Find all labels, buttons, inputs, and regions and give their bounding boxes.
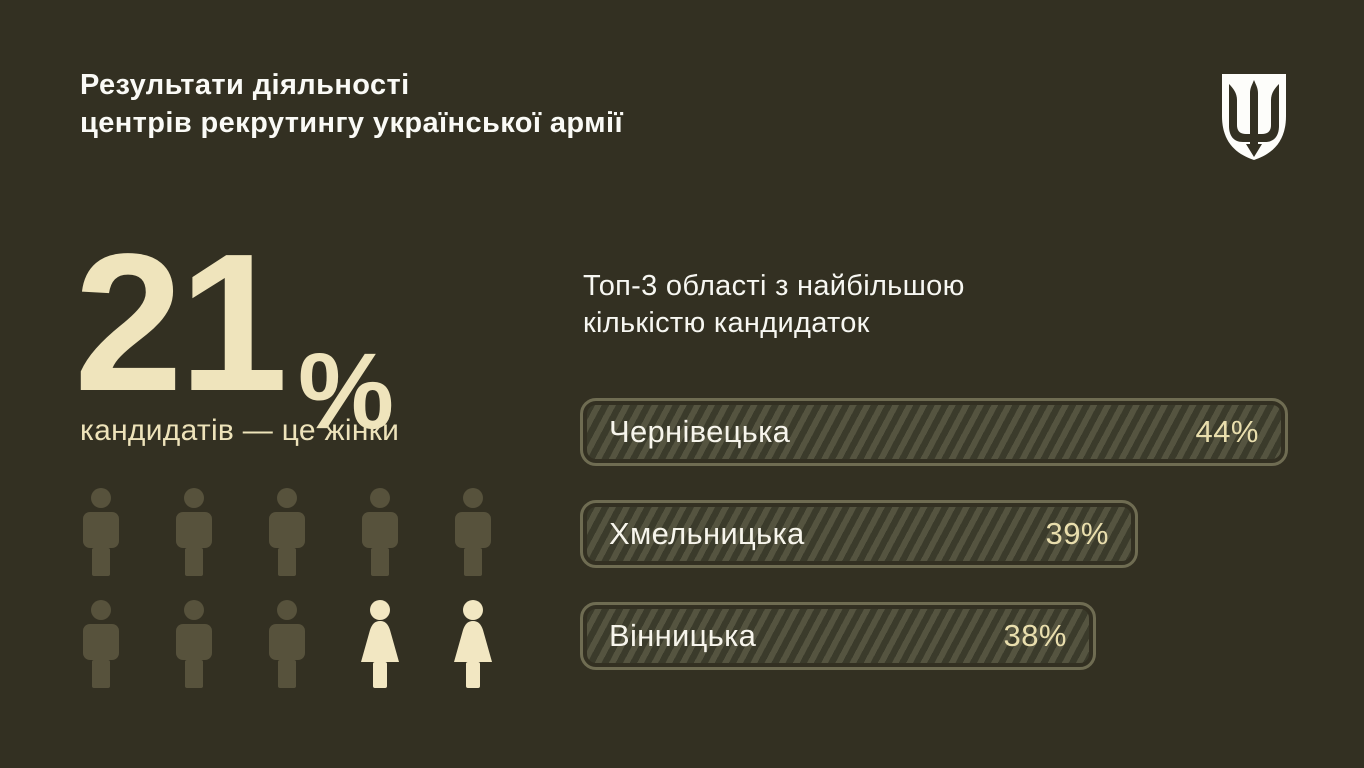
man-icon <box>258 600 316 688</box>
chart-title-line-1: Топ-3 області з найбільшою <box>583 270 965 302</box>
people-pictogram <box>72 488 502 688</box>
woman-icon <box>351 600 409 688</box>
key-stat-caption: кандидатів — це жінки <box>80 414 400 447</box>
bar-value: 44% <box>1195 414 1259 449</box>
man-icon <box>72 488 130 576</box>
bar-label: Вінницька <box>609 618 757 653</box>
page-title: Результати діяльності центрів рекрутингу… <box>80 66 623 142</box>
bar-value: 39% <box>1045 516 1109 551</box>
key-stat-unit: % <box>298 330 395 451</box>
man-icon <box>351 488 409 576</box>
man-icon <box>444 488 502 576</box>
man-icon <box>165 488 223 576</box>
bar-row: Чернівецька 44% <box>580 398 1288 466</box>
woman-icon <box>444 600 502 688</box>
page-title-line-1: Результати діяльності <box>80 69 410 101</box>
man-icon <box>72 600 130 688</box>
key-stat-value: 21 <box>74 213 288 432</box>
bar-row: Вінницька 38% <box>580 602 1096 670</box>
chart-title-line-2: кількістю кандидаток <box>583 307 870 339</box>
bar-label: Хмельницька <box>609 516 805 551</box>
man-icon <box>258 488 316 576</box>
bar-label: Чернівецька <box>609 414 791 449</box>
bar-chart: Чернівецька 44% Хмельницька 39% Вінницька 38% <box>580 398 1288 704</box>
bar-row: Хмельницька 39% <box>580 500 1138 568</box>
chart-title: Топ-3 області з найбільшою кількістю кан… <box>583 268 965 342</box>
key-stat: 21 % <box>74 213 394 445</box>
man-icon <box>165 600 223 688</box>
page-title-line-2: центрів рекрутингу української армії <box>80 107 624 139</box>
bar-value: 38% <box>1003 618 1067 653</box>
ukraine-mod-trident-shield-icon <box>1216 70 1292 162</box>
